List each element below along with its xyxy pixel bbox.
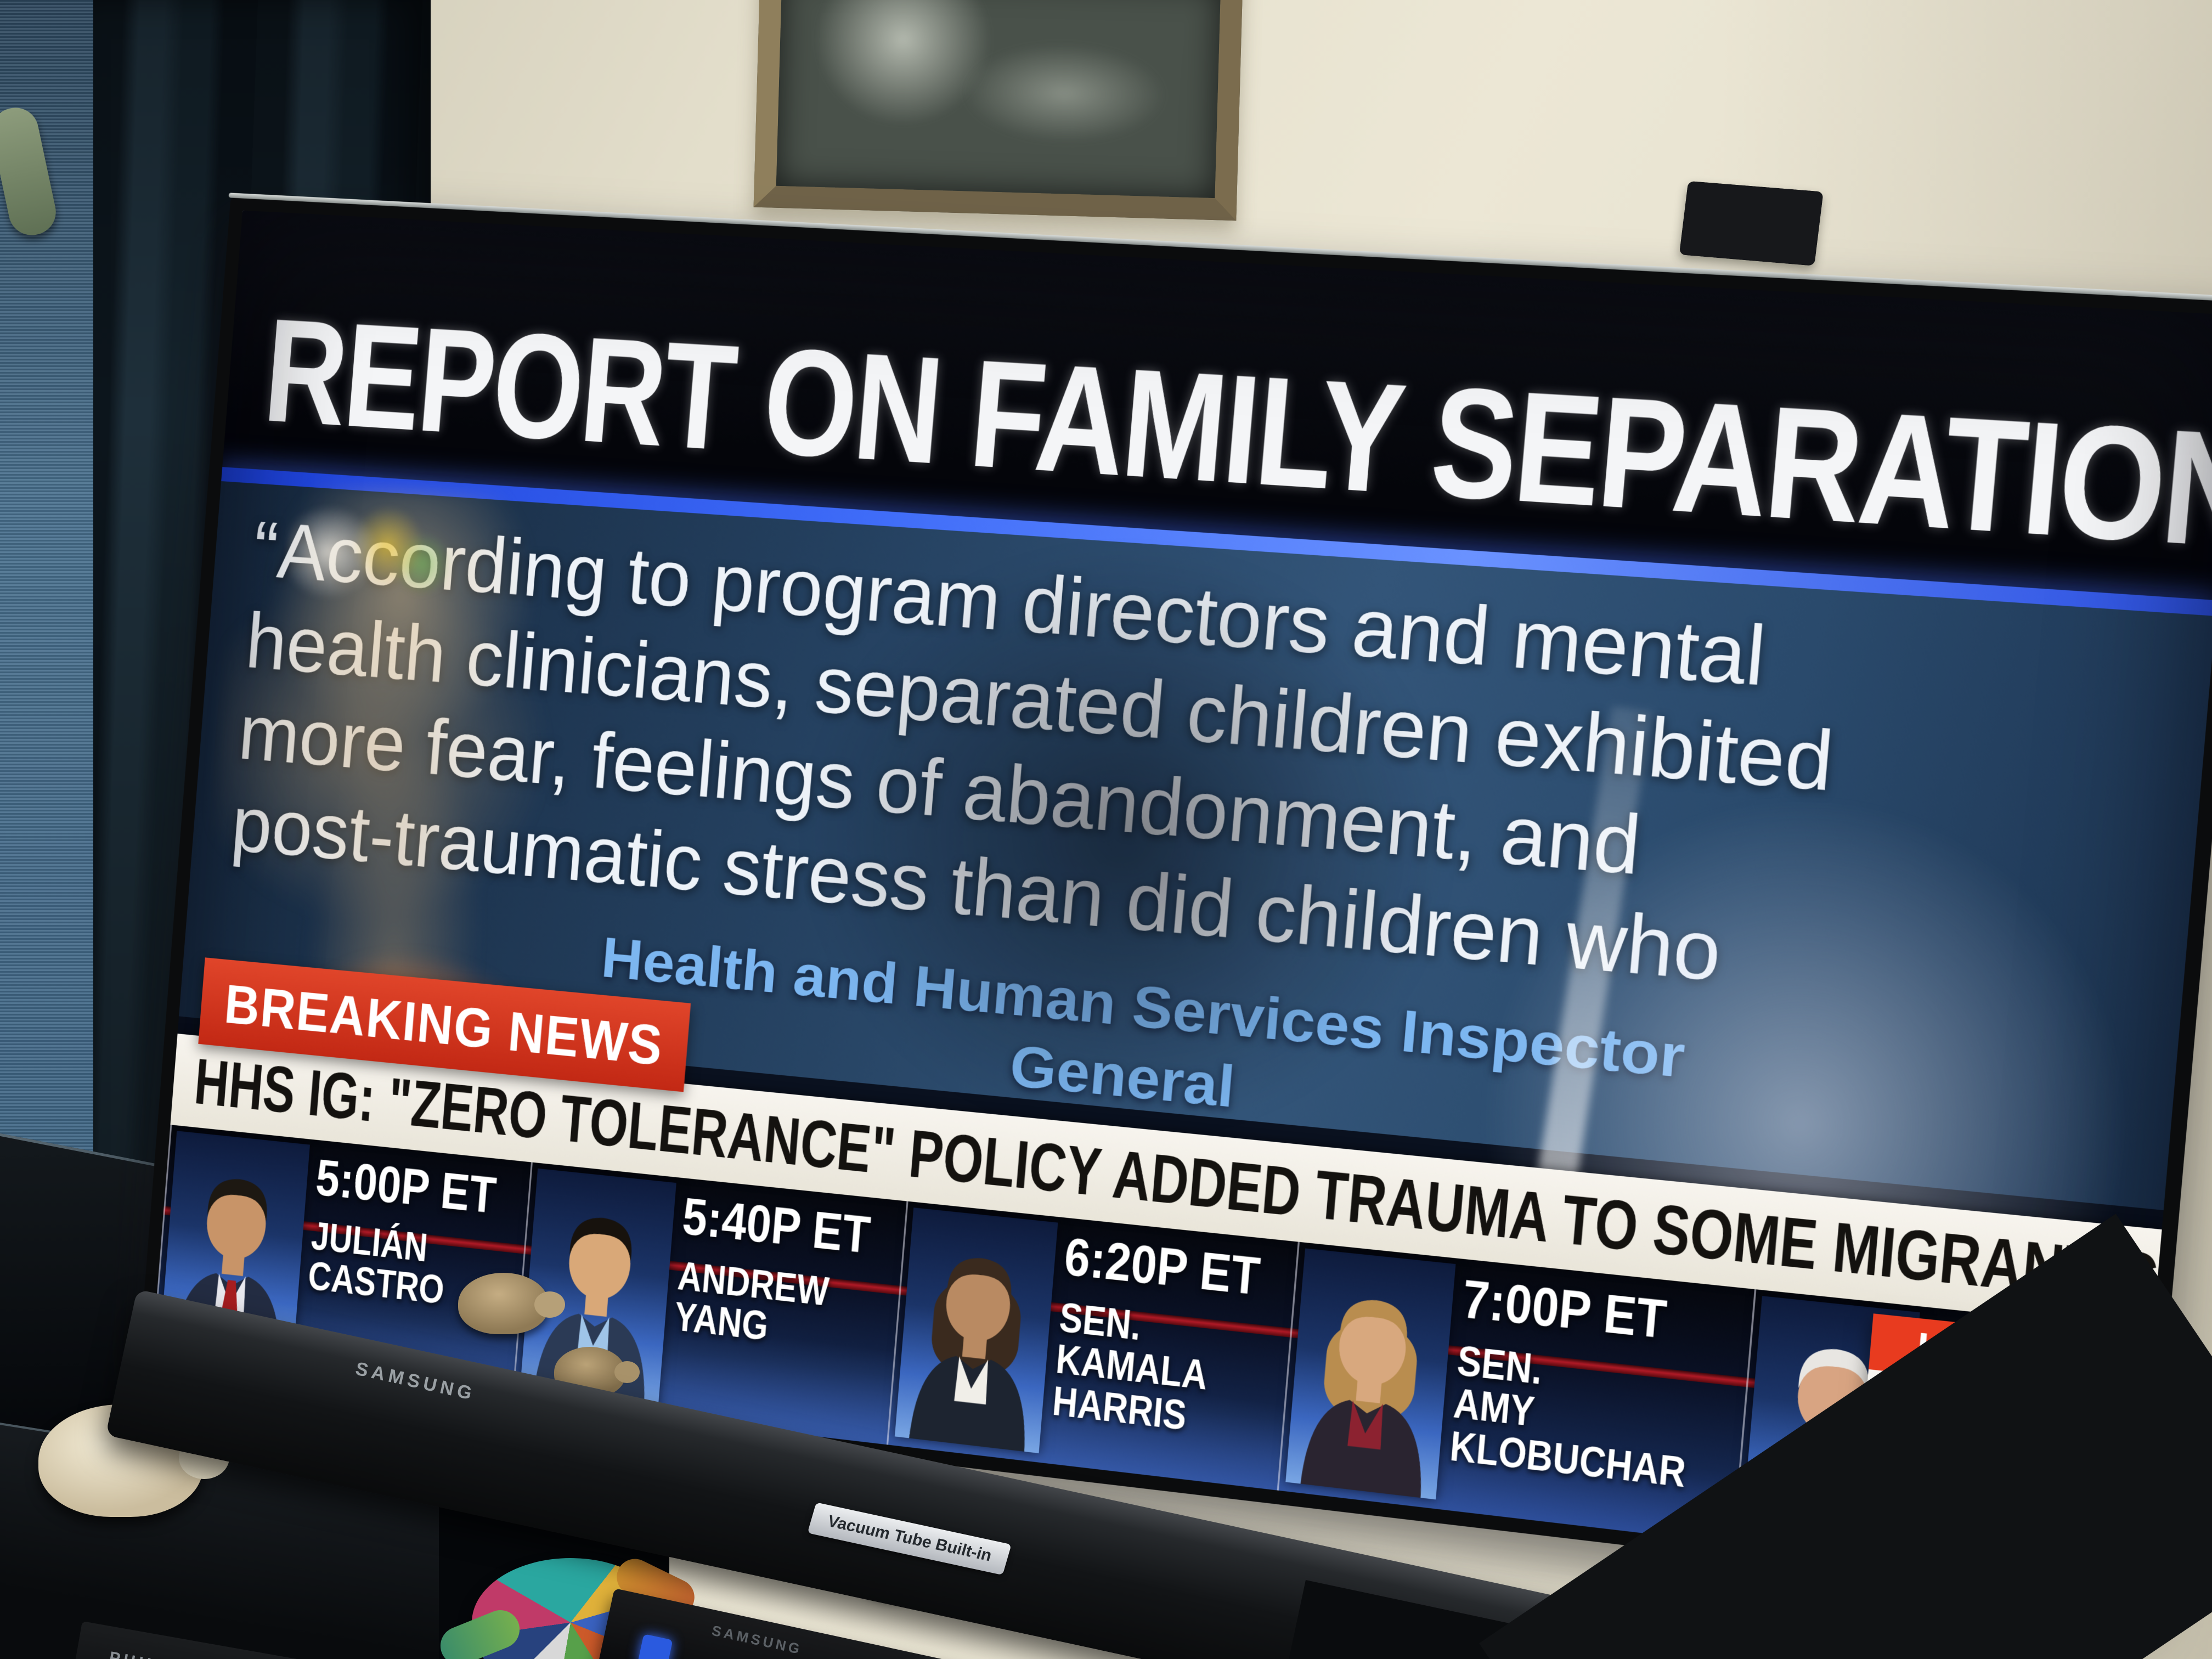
klobuchar-headshot — [1285, 1248, 1456, 1500]
slot-time: 5:40P ET — [680, 1187, 872, 1265]
figurine-head — [614, 1361, 640, 1383]
slot-name: SEN. KAMALA HARRIS — [1051, 1294, 1210, 1439]
receiver-brand-label: PHILIPS — [108, 1649, 196, 1659]
figurine-head — [534, 1291, 565, 1318]
artwork-brushstroke — [962, 41, 1167, 145]
slot-text: 5:40P ET ANDREW YANG — [666, 1178, 906, 1445]
player-led-display — [637, 1634, 673, 1659]
soundbar-brand-label: SAMSUNG — [353, 1358, 478, 1405]
vacuum-tube-sticker: Vacuum Tube Built-in — [807, 1502, 1012, 1576]
framed-artwork — [753, 0, 1244, 221]
player-brand-label: SAMSUNG — [710, 1622, 804, 1658]
slot-name: ANDREW YANG — [673, 1253, 831, 1350]
slot-time: 6:20P ET — [1062, 1227, 1262, 1307]
slot-name: SEN. AMY KLOBUCHAR — [1448, 1338, 1688, 1497]
tv-top-camera — [1679, 180, 1824, 266]
slot-time: 5:00P ET — [314, 1149, 498, 1224]
schedule-slot-harris: 6:20P ET SEN. KAMALA HARRIS — [886, 1201, 1298, 1491]
harris-headshot — [894, 1207, 1058, 1453]
small-turtle-figurine — [458, 1273, 565, 1334]
slot-text: 6:20P ET SEN. KAMALA HARRIS — [1047, 1218, 1297, 1491]
schedule-slot-klobuchar: 7:00P ET SEN. AMY KLOBUCHAR — [1277, 1242, 1754, 1544]
